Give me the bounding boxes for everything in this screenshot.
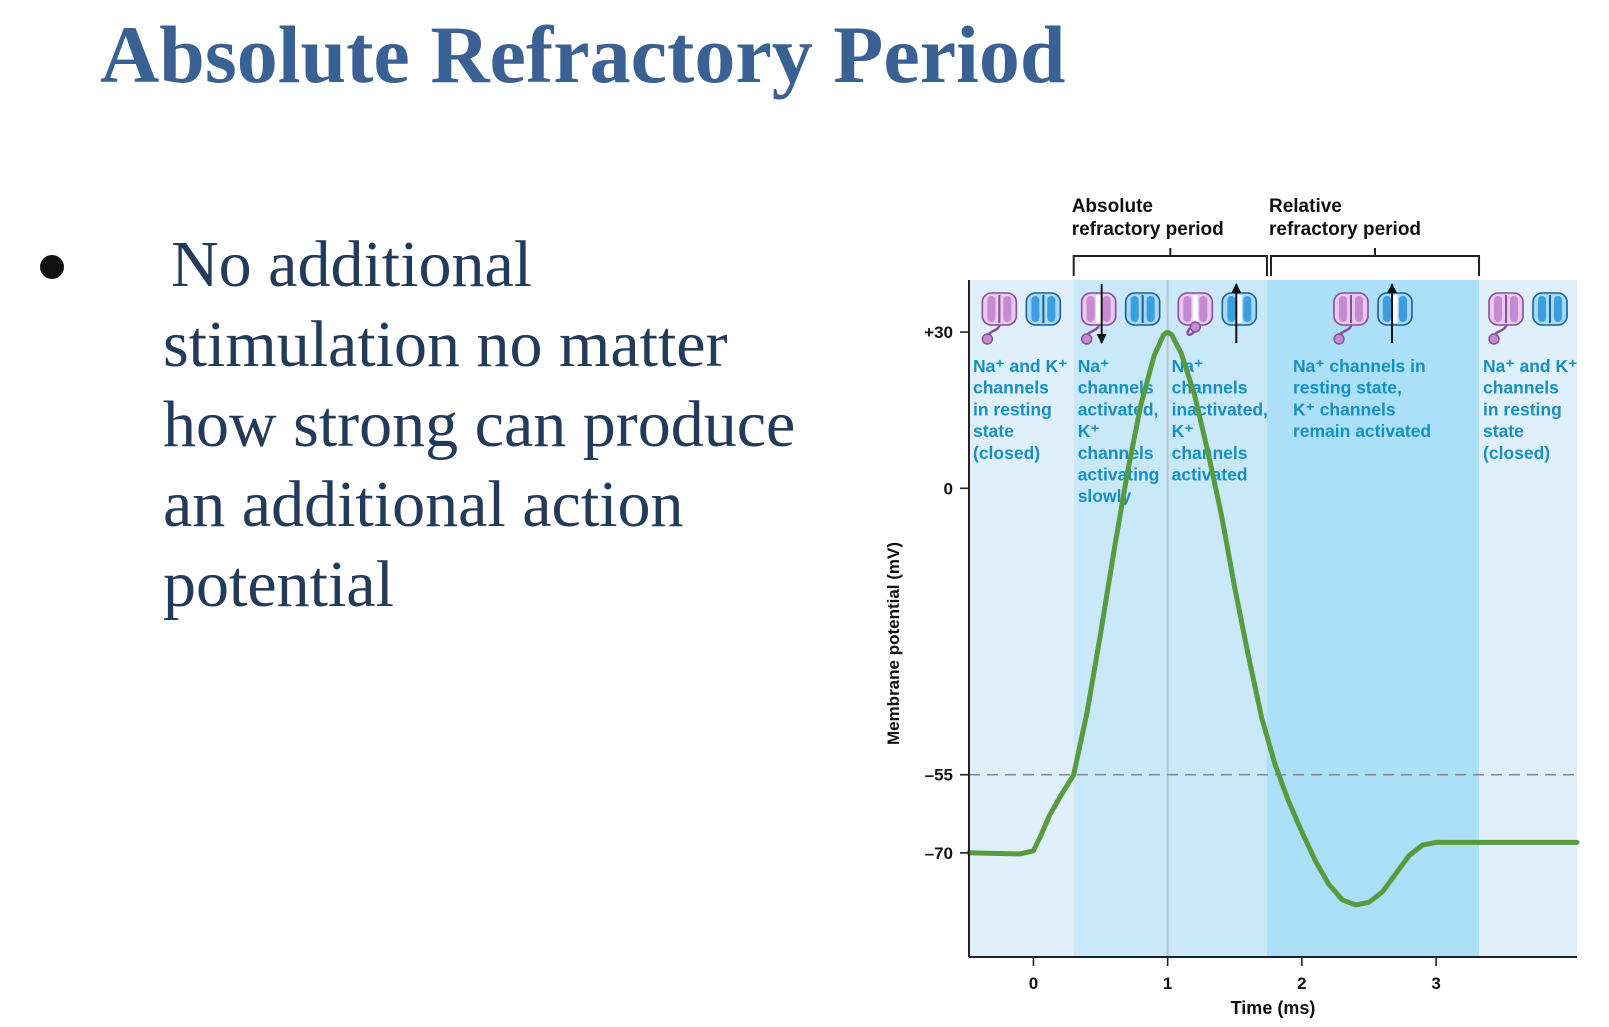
bracket-group: Absolute refractory period Relative refract… bbox=[1072, 196, 1481, 276]
bullet-dot bbox=[40, 255, 64, 279]
y-tick-label: 0 bbox=[944, 479, 953, 498]
bracket-1 bbox=[1072, 248, 1268, 276]
chart-axes: +30 0 –55 –70 0 1 2 3 Time (ms) Membrane potentia… bbox=[884, 280, 1577, 1018]
y-axis-label: Membrane potential (mV) bbox=[884, 542, 903, 745]
k-channel-icon bbox=[1532, 292, 1568, 326]
chart-region-3 bbox=[1167, 280, 1267, 957]
na-channel-icon bbox=[981, 292, 1018, 345]
x-tick-label: 1 bbox=[1163, 974, 1172, 993]
bullet-text-content: No additional stimulation no matter how … bbox=[163, 228, 796, 621]
region-label-group: Na⁺ and K⁺ channels in resting state (closed… bbox=[973, 356, 1577, 506]
y-tick-label: –55 bbox=[925, 766, 953, 785]
chart-guides bbox=[969, 280, 1577, 957]
na-channel-icon bbox=[1488, 292, 1524, 345]
na-channel-icon bbox=[1177, 292, 1214, 336]
x-axis-label: Time (ms) bbox=[1231, 998, 1316, 1018]
na-channel-icon bbox=[1080, 292, 1117, 345]
k-channel-icon bbox=[1025, 292, 1062, 326]
region-label-1: Na⁺ and K⁺ channels in resting state (closed… bbox=[973, 356, 1067, 463]
x-tick-label: 3 bbox=[1431, 974, 1440, 993]
ion-flow-arrow-up bbox=[1231, 283, 1242, 343]
chart-region-1 bbox=[969, 280, 1074, 957]
curve-group bbox=[966, 329, 1580, 908]
x-tick-label: 0 bbox=[1029, 974, 1038, 993]
channel-icon-group bbox=[981, 283, 1568, 345]
chart-region-2 bbox=[1073, 280, 1168, 957]
k-channel-icon bbox=[1124, 292, 1161, 326]
chart-region-group bbox=[969, 280, 1577, 957]
bracket-label-1: Absolute refractory period bbox=[1072, 196, 1224, 240]
bullet-text: No additional stimulation no matter how … bbox=[163, 225, 823, 625]
region-label-4: Na⁺ channels in resting state, K⁺ channels… bbox=[1293, 356, 1431, 441]
ion-flow-arrow-down bbox=[1096, 284, 1107, 344]
bracket-label-2: Relative refractory period bbox=[1269, 196, 1421, 240]
slide-title: Absolute Refractory Period bbox=[100, 9, 1066, 100]
x-tick-label: 2 bbox=[1297, 974, 1306, 993]
bracket-2 bbox=[1269, 248, 1481, 276]
region-label-2: Na⁺ channels activated, K⁺ channels activatin… bbox=[1078, 356, 1160, 506]
membrane-potential-line bbox=[966, 329, 1580, 908]
na-channel-icon bbox=[1333, 292, 1369, 345]
region-label-5: Na⁺ and K⁺ channels in resting state (closed… bbox=[1483, 356, 1577, 463]
k-channel-icon bbox=[1221, 292, 1258, 326]
k-channel-icon bbox=[1377, 292, 1413, 326]
ion-flow-arrow-up bbox=[1386, 283, 1397, 343]
y-tick-label: –70 bbox=[925, 844, 953, 863]
y-tick-label: +30 bbox=[924, 323, 953, 342]
